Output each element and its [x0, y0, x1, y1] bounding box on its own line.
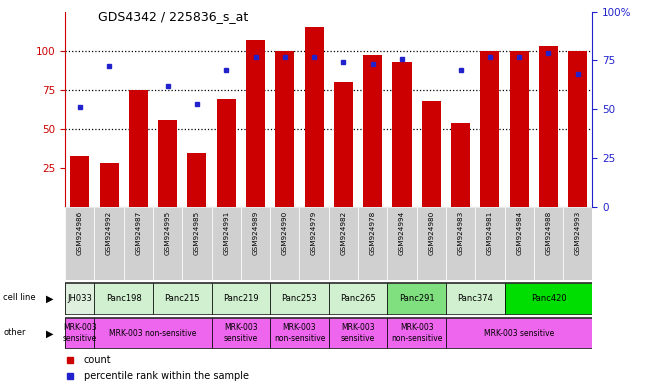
Bar	[505, 283, 592, 314]
Bar	[158, 120, 177, 207]
Text: Panc219: Panc219	[223, 294, 258, 303]
Text: count: count	[83, 356, 111, 366]
Bar	[329, 207, 358, 280]
Text: GSM924994: GSM924994	[399, 211, 405, 255]
Bar	[539, 46, 558, 207]
Text: Panc215: Panc215	[165, 294, 200, 303]
Text: GSM924981: GSM924981	[487, 211, 493, 255]
Bar	[65, 283, 94, 314]
Bar	[94, 283, 153, 314]
Text: MRK-003 sensitive: MRK-003 sensitive	[484, 329, 554, 338]
Text: GSM924995: GSM924995	[165, 211, 171, 255]
Bar	[270, 207, 299, 280]
Bar	[563, 207, 592, 280]
Bar	[446, 207, 475, 280]
Bar	[275, 51, 294, 207]
Text: GSM924980: GSM924980	[428, 211, 434, 255]
Bar	[387, 207, 417, 280]
Bar	[212, 318, 270, 348]
Bar	[568, 51, 587, 207]
Text: other: other	[3, 328, 26, 338]
Bar	[446, 318, 592, 348]
Text: GSM924991: GSM924991	[223, 211, 229, 255]
Bar	[446, 283, 505, 314]
Bar	[329, 283, 387, 314]
Text: Panc198: Panc198	[106, 294, 141, 303]
Bar	[329, 318, 387, 348]
Bar	[70, 156, 89, 207]
Text: MRK-003
sensitive: MRK-003 sensitive	[224, 323, 258, 343]
Bar	[334, 82, 353, 207]
Bar	[451, 123, 470, 207]
Bar	[422, 101, 441, 207]
Bar	[217, 99, 236, 207]
Bar	[363, 55, 382, 207]
Bar	[299, 207, 329, 280]
Bar	[387, 318, 446, 348]
Text: JH033: JH033	[67, 294, 92, 303]
Text: Panc265: Panc265	[340, 294, 376, 303]
Bar	[153, 207, 182, 280]
Bar	[358, 207, 387, 280]
Bar	[212, 207, 241, 280]
Bar	[393, 62, 411, 207]
Bar	[124, 207, 153, 280]
Bar	[480, 51, 499, 207]
Bar	[182, 207, 212, 280]
Bar	[94, 318, 212, 348]
Text: ▶: ▶	[46, 329, 53, 339]
Bar	[153, 283, 212, 314]
Text: MRK-003
sensitive: MRK-003 sensitive	[341, 323, 375, 343]
Text: MRK-003 non-sensitive: MRK-003 non-sensitive	[109, 329, 197, 338]
Text: GSM924979: GSM924979	[311, 211, 317, 255]
Text: ▶: ▶	[46, 294, 53, 304]
Text: GDS4342 / 225836_s_at: GDS4342 / 225836_s_at	[98, 10, 248, 23]
Bar	[129, 90, 148, 207]
Text: Panc291: Panc291	[399, 294, 434, 303]
Bar	[270, 318, 329, 348]
Text: GSM924989: GSM924989	[253, 211, 258, 255]
Bar	[417, 207, 446, 280]
Bar	[94, 207, 124, 280]
Bar	[305, 27, 324, 207]
Text: MRK-003
non-sensitive: MRK-003 non-sensitive	[274, 323, 325, 343]
Text: percentile rank within the sample: percentile rank within the sample	[83, 371, 249, 381]
Bar	[534, 207, 563, 280]
Text: GSM924988: GSM924988	[546, 211, 551, 255]
Text: GSM924990: GSM924990	[282, 211, 288, 255]
Bar	[187, 152, 206, 207]
Text: GSM924993: GSM924993	[575, 211, 581, 255]
Bar	[65, 318, 94, 348]
Text: GSM924982: GSM924982	[340, 211, 346, 255]
Text: GSM924978: GSM924978	[370, 211, 376, 255]
Text: GSM924985: GSM924985	[194, 211, 200, 255]
Text: GSM924984: GSM924984	[516, 211, 522, 255]
Text: Panc253: Panc253	[282, 294, 317, 303]
Text: GSM924992: GSM924992	[106, 211, 112, 255]
Text: GSM924983: GSM924983	[458, 211, 464, 255]
Text: GSM924986: GSM924986	[77, 211, 83, 255]
Bar	[65, 207, 94, 280]
Bar	[100, 164, 118, 207]
Text: cell line: cell line	[3, 293, 36, 302]
Bar	[387, 283, 446, 314]
Bar	[270, 283, 329, 314]
Text: GSM924987: GSM924987	[135, 211, 141, 255]
Bar	[241, 207, 270, 280]
Bar	[475, 207, 505, 280]
Bar	[510, 51, 529, 207]
Bar	[505, 207, 534, 280]
Bar	[212, 283, 270, 314]
Text: Panc374: Panc374	[457, 294, 493, 303]
Text: MRK-003
non-sensitive: MRK-003 non-sensitive	[391, 323, 442, 343]
Text: Panc420: Panc420	[531, 294, 566, 303]
Bar	[246, 40, 265, 207]
Text: MRK-003
sensitive: MRK-003 sensitive	[62, 323, 97, 343]
